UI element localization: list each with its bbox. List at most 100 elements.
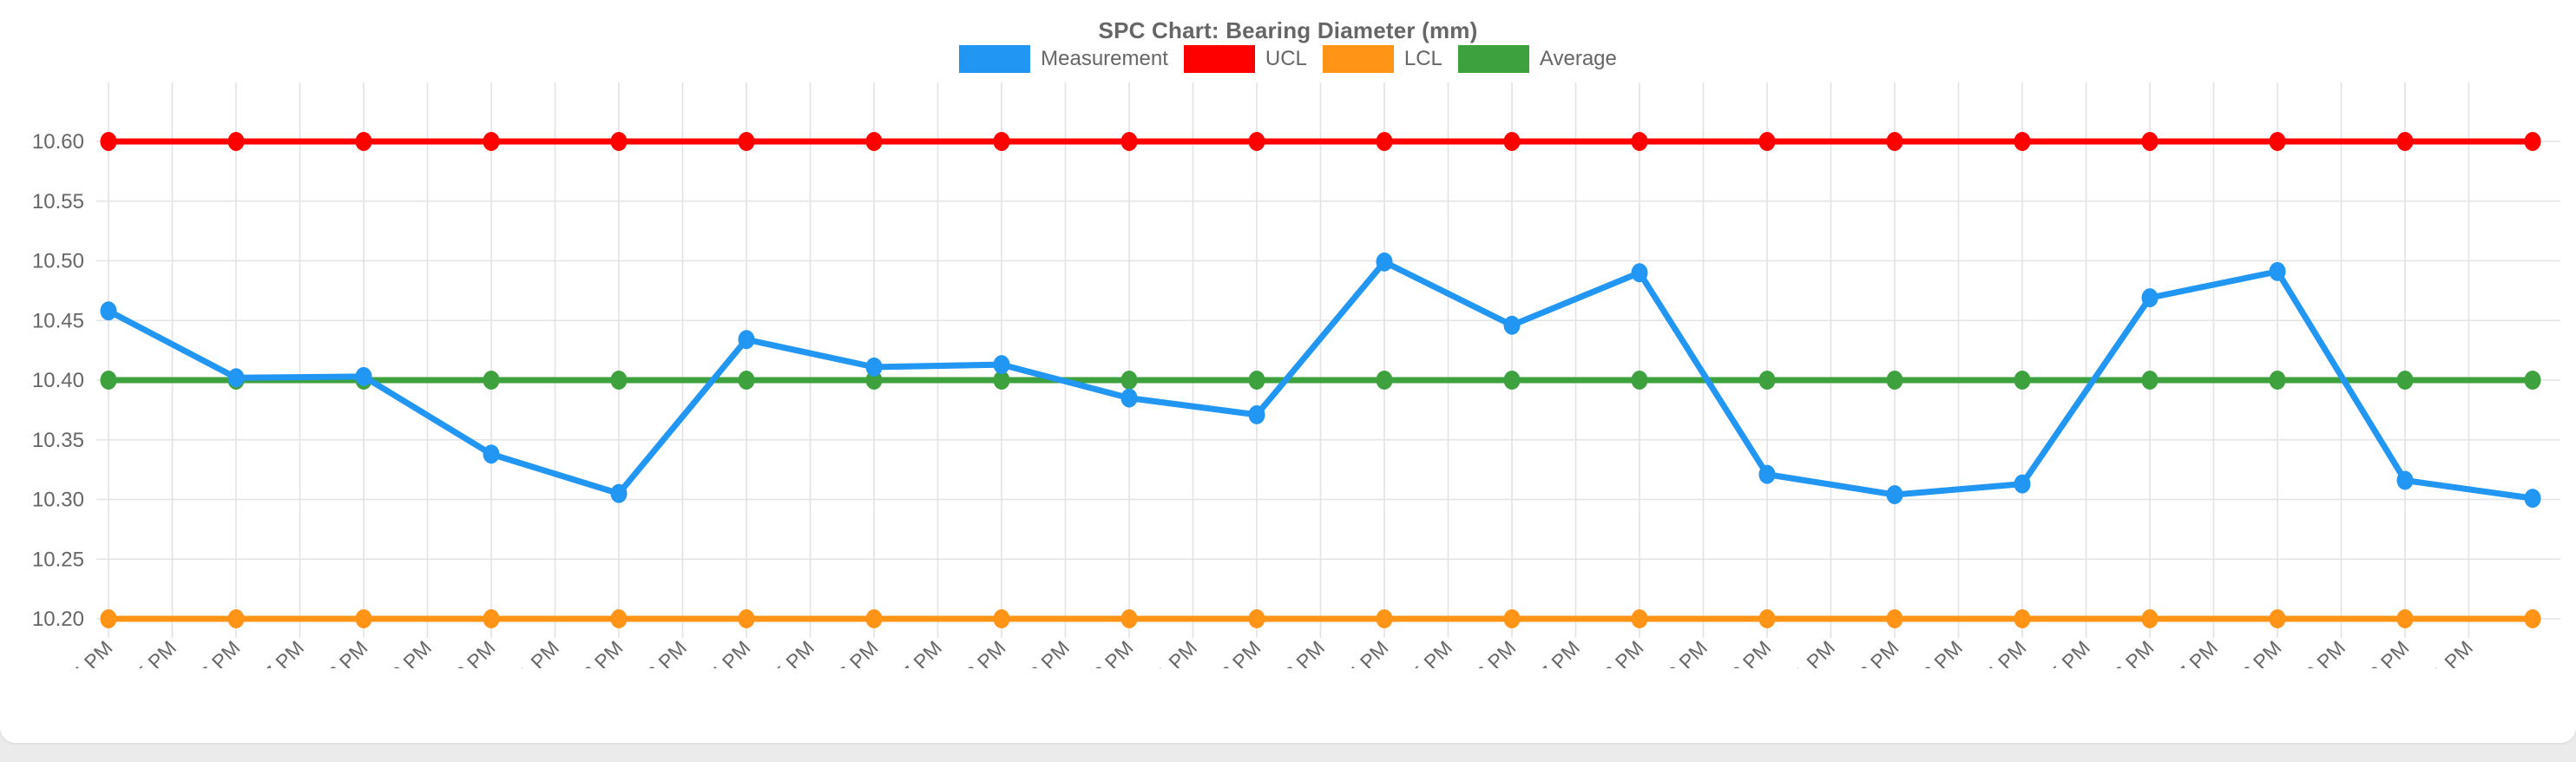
data-point-lcl[interactable] [993,609,1010,628]
data-point-ucl[interactable] [2269,132,2286,151]
data-point-average[interactable] [483,371,500,390]
data-point-average[interactable] [2396,371,2414,390]
y-tick-label: 10.45 [32,309,84,332]
data-point-average[interactable] [1758,371,1776,390]
data-point-measurement[interactable] [2141,288,2159,308]
data-point-measurement[interactable] [993,355,1010,375]
data-point-ucl[interactable] [2524,132,2541,151]
data-point-ucl[interactable] [1503,132,1521,151]
y-tick-label: 10.35 [32,429,84,452]
legend-swatch-ucl [1183,45,1255,73]
data-point-lcl[interactable] [483,609,500,628]
data-point-average[interactable] [2014,371,2031,390]
data-point-measurement[interactable] [483,444,500,464]
chart-card: SPC Chart: Bearing Diameter (mm) Measure… [0,0,2576,743]
data-point-ucl[interactable] [1120,132,1138,151]
data-point-measurement[interactable] [1120,388,1138,408]
data-point-measurement[interactable] [610,483,628,503]
data-point-measurement[interactable] [1376,252,1393,272]
data-point-lcl[interactable] [2141,609,2159,628]
chart-title: SPC Chart: Bearing Diameter (mm) [1098,17,1478,43]
data-point-measurement[interactable] [865,357,883,377]
data-point-measurement[interactable] [100,301,117,321]
data-point-lcl[interactable] [738,609,755,628]
data-point-measurement[interactable] [2014,474,2031,494]
data-point-lcl[interactable] [2014,609,2031,628]
grid-lines [96,82,2560,638]
data-point-lcl[interactable] [610,609,628,628]
data-point-lcl[interactable] [227,609,245,628]
data-point-average[interactable] [2524,371,2541,390]
y-tick-label: 10.20 [32,608,84,631]
data-point-ucl[interactable] [993,132,1010,151]
data-point-average[interactable] [610,371,628,390]
y-tick-label: 10.60 [32,130,84,154]
data-point-lcl[interactable] [1248,609,1265,628]
data-point-lcl[interactable] [2269,609,2286,628]
data-point-average[interactable] [1248,371,1265,390]
data-point-ucl[interactable] [738,132,755,151]
legend-label: Measurement [1041,47,1168,70]
data-point-lcl[interactable] [100,609,117,628]
legend-item-lcl[interactable]: LCL [1322,45,1442,73]
data-point-average[interactable] [100,371,117,390]
data-point-lcl[interactable] [865,609,883,628]
data-point-average[interactable] [1376,371,1393,390]
legend-item-ucl[interactable]: UCL [1183,45,1307,73]
data-point-ucl[interactable] [2141,132,2159,151]
data-point-lcl[interactable] [355,609,372,628]
x-tick-label: 7:16:14 PM [29,636,117,668]
data-point-average[interactable] [1120,371,1138,390]
data-point-ucl[interactable] [1376,132,1393,151]
data-point-average[interactable] [993,371,1010,390]
data-point-ucl[interactable] [2014,132,2031,151]
data-point-lcl[interactable] [1758,609,1776,628]
legend-label: UCL [1265,47,1307,70]
data-point-measurement[interactable] [1631,263,1648,283]
data-point-average[interactable] [1503,371,1521,390]
data-point-measurement[interactable] [1886,485,1903,504]
data-point-measurement[interactable] [2269,261,2286,281]
data-point-average[interactable] [1631,371,1648,390]
data-point-measurement[interactable] [227,368,245,388]
data-point-average[interactable] [865,371,883,390]
data-point-average[interactable] [738,371,755,390]
data-point-ucl[interactable] [227,132,245,151]
data-point-measurement[interactable] [2396,470,2414,490]
data-point-measurement[interactable] [2524,489,2541,509]
data-point-measurement[interactable] [355,366,372,386]
series-line-measurement [105,259,2536,502]
data-point-lcl[interactable] [1631,609,1648,628]
data-point-measurement[interactable] [738,330,755,350]
legend-label: LCL [1403,47,1442,70]
data-point-ucl[interactable] [100,132,117,151]
data-point-lcl[interactable] [2396,609,2414,628]
data-point-measurement[interactable] [1248,404,1265,424]
data-point-ucl[interactable] [1886,132,1903,151]
data-point-average[interactable] [2269,371,2286,390]
data-point-measurement[interactable] [1758,464,1776,484]
data-point-ucl[interactable] [610,132,628,151]
spc-line-chart[interactable]: 10.60 10.55 10.50 10.45 10.40 10.35 10.30 10.25… [0,0,2576,668]
legend-label: Average [1539,47,1617,70]
legend-swatch-lcl [1322,45,1394,73]
data-point-ucl[interactable] [1248,132,1265,151]
data-point-ucl[interactable] [1631,132,1648,151]
data-point-lcl[interactable] [1120,609,1138,628]
data-point-lcl[interactable] [1886,609,1903,628]
legend-item-measurement[interactable]: Measurement [959,45,1168,73]
data-point-average[interactable] [2141,371,2159,390]
data-point-lcl[interactable] [1503,609,1521,628]
data-point-ucl[interactable] [483,132,500,151]
data-point-measurement[interactable] [1503,315,1521,335]
series-lcl [100,609,2541,628]
data-point-lcl[interactable] [1376,609,1393,628]
data-point-ucl[interactable] [355,132,372,151]
data-point-ucl[interactable] [1758,132,1776,151]
data-point-ucl[interactable] [865,132,883,151]
data-point-average[interactable] [1886,371,1903,390]
y-axis-labels: 10.60 10.55 10.50 10.45 10.40 10.35 10.30 10.25… [32,130,84,631]
data-point-lcl[interactable] [2524,609,2541,628]
legend-item-average[interactable]: Average [1457,45,1617,73]
data-point-ucl[interactable] [2396,132,2414,151]
